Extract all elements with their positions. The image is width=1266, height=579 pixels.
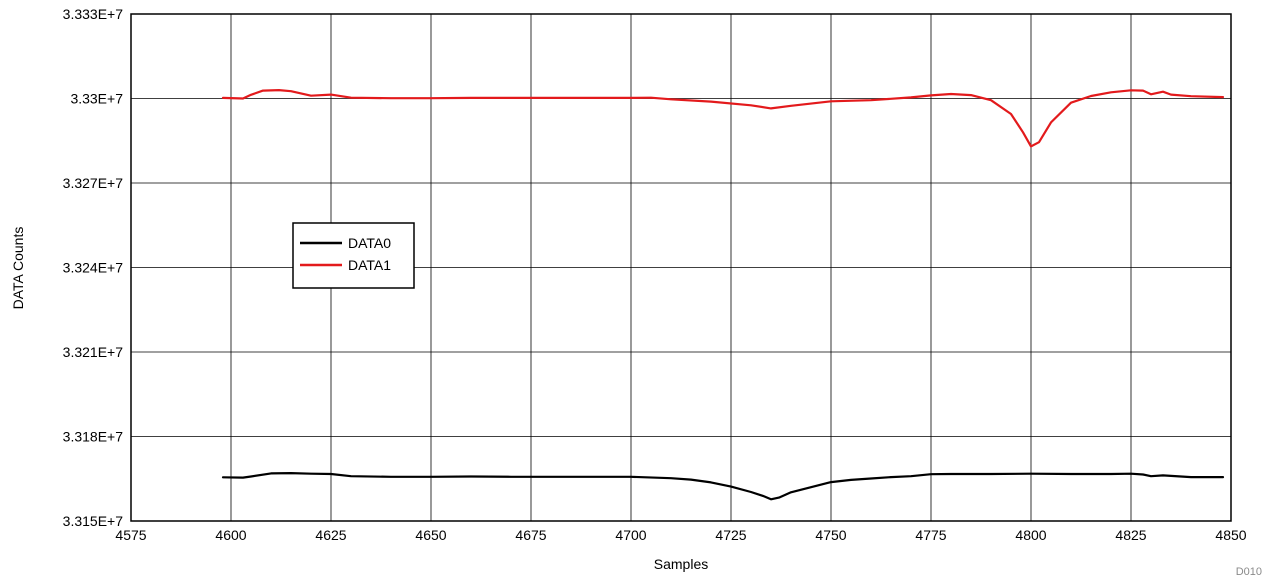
y-axis-tick-labels: 3.315E+7 3.318E+7 3.321E+7 3.324E+7 3.327E+7… [63, 6, 124, 529]
y-tick-label: 3.327E+7 [63, 175, 124, 191]
x-tick-label: 4800 [1015, 527, 1046, 543]
legend-label-data0: DATA0 [348, 235, 391, 251]
x-tick-label: 4725 [715, 527, 746, 543]
x-tick-label: 4775 [915, 527, 946, 543]
y-tick-label: 3.315E+7 [63, 513, 124, 529]
x-tick-label: 4825 [1115, 527, 1146, 543]
x-tick-label: 4575 [115, 527, 146, 543]
x-tick-label: 4600 [215, 527, 246, 543]
series-lines [221, 88, 1225, 501]
x-tick-label: 4675 [515, 527, 546, 543]
y-tick-label: 3.321E+7 [63, 344, 124, 360]
figure-id-label: D010 [1236, 566, 1262, 578]
plot-area-frame [130, 13, 1232, 522]
x-tick-label: 4700 [615, 527, 646, 543]
series-line-data0 [221, 472, 1225, 501]
x-tick-label: 4750 [815, 527, 846, 543]
series-line-data1 [221, 88, 1225, 148]
x-tick-label: 4625 [315, 527, 346, 543]
legend-box [292, 222, 415, 289]
y-tick-label: 3.318E+7 [63, 429, 124, 445]
y-tick-label: 3.33E+7 [70, 91, 123, 107]
x-axis-tick-labels: 4575 4600 4625 4650 4675 4700 4725 4750 4775 4800… [115, 527, 1246, 543]
y-axis-title: DATA Counts [10, 227, 26, 310]
x-axis-title: Samples [654, 556, 708, 572]
x-tick-label: 4650 [415, 527, 446, 543]
legend-label-data1: DATA1 [348, 257, 391, 273]
chart-legend: DATA0 DATA1 [292, 222, 415, 289]
x-tick-label: 4850 [1215, 527, 1246, 543]
y-tick-label: 3.324E+7 [63, 260, 124, 276]
y-tick-label: 3.333E+7 [63, 6, 124, 22]
